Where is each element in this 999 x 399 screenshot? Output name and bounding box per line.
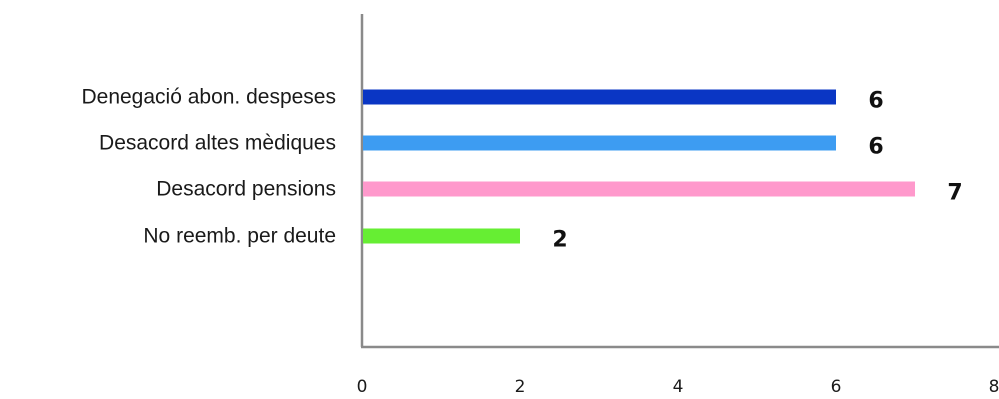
x-tick-label-2: 2: [515, 377, 526, 397]
x-tick-label-8: 8: [989, 377, 999, 397]
value-label-1: 6: [868, 89, 883, 114]
value-label-3: 7: [947, 181, 962, 206]
category-label-1: Denegació abon. despeses: [81, 86, 336, 109]
category-label-3: Desacord pensions: [156, 178, 336, 201]
x-tick-label-4: 4: [673, 377, 684, 397]
x-tick-labels: 0 2 4 6 8: [357, 377, 999, 397]
x-tick-label-0: 0: [357, 377, 368, 397]
category-labels: Denegació abon. despeses Desacord altes m…: [81, 86, 336, 248]
bar-3: [363, 181, 915, 197]
x-tick-label-6: 6: [831, 377, 842, 397]
value-labels: 6 6 7 2: [552, 89, 962, 253]
category-label-4: No reemb. per deute: [143, 225, 336, 248]
bar-1: [363, 89, 836, 105]
value-label-2: 6: [868, 135, 883, 160]
value-label-4: 2: [552, 228, 567, 253]
bars-group: [363, 89, 915, 244]
bar-2: [363, 135, 836, 151]
category-label-2: Desacord altes mèdiques: [99, 132, 336, 155]
bar-4: [363, 228, 520, 244]
